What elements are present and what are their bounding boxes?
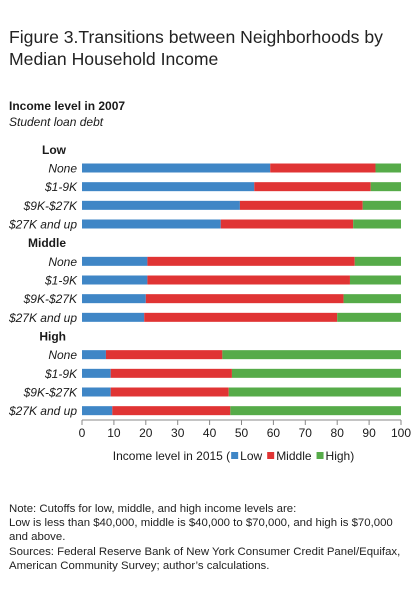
- bar-segment-middle: [147, 256, 355, 266]
- bar-segment-low: [82, 387, 111, 397]
- bar-segment-low: [82, 219, 221, 229]
- bar-segment-high: [362, 200, 401, 210]
- x-tick-label: 30: [171, 426, 185, 440]
- x-tick-label: 100: [391, 426, 411, 440]
- figure-title: Figure 3.Transitions between Neighborhoo…: [9, 26, 414, 70]
- bar-segment-middle: [270, 163, 376, 173]
- bar-segment-high: [354, 256, 401, 266]
- bar-segment-low: [82, 368, 111, 378]
- bar-segment-middle: [145, 294, 344, 304]
- legend-swatch-low: [231, 452, 239, 459]
- x-tick-label: 80: [331, 426, 345, 440]
- legend-suffix: ): [350, 449, 354, 463]
- figure-note: Note: Cutoffs for low, middle, and high …: [9, 502, 419, 573]
- bar-segment-middle: [239, 200, 363, 210]
- x-tick-label: 60: [267, 426, 281, 440]
- bar-segment-middle: [105, 350, 223, 360]
- bar-segment-middle: [110, 368, 232, 378]
- chart-heading: Income level in 2007: [9, 99, 126, 113]
- bar-segment-high: [375, 163, 401, 173]
- x-tick-label: 90: [362, 426, 376, 440]
- bar-segment-middle: [147, 275, 350, 285]
- x-tick-label: 20: [139, 426, 153, 440]
- bar-segment-high: [230, 406, 401, 416]
- bar-segment-low: [82, 182, 255, 192]
- bar-segment-middle: [110, 387, 229, 397]
- bar-segment-low: [82, 256, 148, 266]
- figure-title-line-1: Figure 3.Transitions between Neighborhoo…: [9, 27, 383, 47]
- note-line-2: Low is less than $40,000, middle is $40,…: [9, 517, 393, 530]
- bar-segment-low: [82, 163, 271, 173]
- category-label: $9K-$27K: [23, 386, 78, 400]
- x-tick-label: 50: [235, 426, 249, 440]
- bar-segment-high: [353, 219, 401, 229]
- legend-swatch-high: [316, 452, 324, 459]
- bar-segment-high: [231, 368, 401, 378]
- legend-label-low: Low: [240, 449, 262, 463]
- group-label: Middle: [28, 236, 66, 250]
- bar-segment-high: [349, 275, 401, 285]
- bar-segment-middle: [254, 182, 371, 192]
- x-tick-label: 10: [107, 426, 121, 440]
- bar-segment-middle: [112, 406, 231, 416]
- legend-swatch-middle: [267, 452, 275, 459]
- category-label: $27K and up: [8, 404, 77, 418]
- group-label: Low: [42, 143, 67, 157]
- bar-segment-middle: [144, 312, 338, 322]
- legend-title: Income level in 2015 (: [113, 449, 230, 463]
- note-line-5: American Community Survey; author’s calc…: [9, 559, 270, 572]
- x-tick-label: 40: [203, 426, 217, 440]
- category-label: $1-9K: [44, 274, 78, 288]
- category-label: $27K and up: [8, 218, 77, 232]
- category-label: None: [48, 348, 77, 362]
- note-line-3: and above.: [9, 531, 66, 544]
- category-label: $9K-$27K: [23, 199, 78, 213]
- bar-segment-high: [343, 294, 401, 304]
- bar-segment-low: [82, 350, 106, 360]
- legend: Income level in 2015 ( Low Middle High): [113, 449, 354, 463]
- category-label: $27K and up: [8, 311, 77, 325]
- bar-segment-low: [82, 406, 113, 416]
- figure-title-line-2: Median Household Income: [9, 49, 219, 69]
- bar-segment-high: [337, 312, 401, 322]
- bar-segment-low: [82, 200, 240, 210]
- chart-subheading: Student loan debt: [9, 115, 104, 129]
- legend-label-middle: Middle: [276, 449, 312, 463]
- bar-segment-high: [222, 350, 401, 360]
- legend-label-high: High: [326, 449, 351, 463]
- stacked-bar-chart: Low None $1-9K $9K-$27K $27K and up Middle Non…: [8, 143, 411, 463]
- category-label: $1-9K: [44, 180, 78, 194]
- bar-segment-high: [228, 387, 401, 397]
- category-label: $9K-$27K: [23, 292, 78, 306]
- note-line-1: Note: Cutoffs for low, middle, and high …: [9, 503, 297, 515]
- bar-segment-low: [82, 275, 148, 285]
- group-label: High: [39, 330, 66, 344]
- x-tick-label: 0: [79, 426, 86, 440]
- category-label: $1-9K: [44, 367, 78, 381]
- bar-segment-middle: [220, 219, 354, 229]
- bar-segment-low: [82, 294, 146, 304]
- x-tick-label: 70: [299, 426, 313, 440]
- category-label: None: [48, 255, 77, 269]
- bar-segment-high: [370, 182, 401, 192]
- note-line-4: Sources: Federal Reserve Bank of New Yor…: [9, 545, 401, 558]
- bar-segment-low: [82, 312, 145, 322]
- category-label: None: [48, 162, 77, 176]
